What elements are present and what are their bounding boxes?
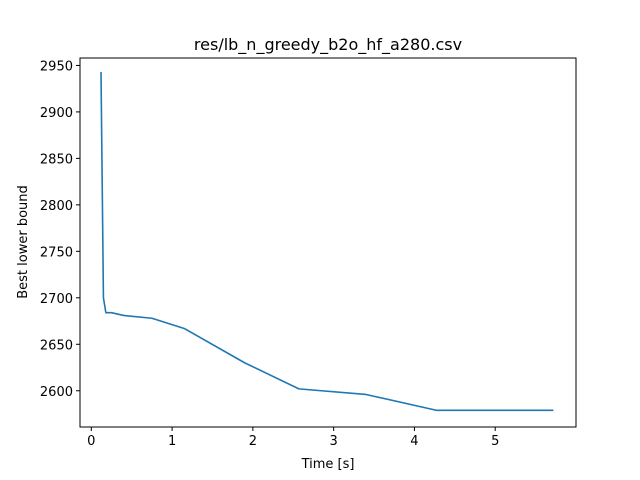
x-axis-label: Time [s] <box>301 457 355 472</box>
y-tick-label: 2700 <box>40 292 73 307</box>
y-tick-label: 2750 <box>40 245 73 260</box>
series-line <box>100 71 554 412</box>
chart-title: res/lb_n_greedy_b2o_hf_a280.csv <box>194 35 462 55</box>
y-tick-label: 2800 <box>40 199 73 214</box>
y-tick-label: 2950 <box>40 59 73 74</box>
x-tick-label: 4 <box>410 434 418 449</box>
y-tick-label: 2650 <box>40 338 73 353</box>
y-tick-label: 2850 <box>40 152 73 167</box>
x-tick-label: 2 <box>249 434 257 449</box>
x-tick-label: 1 <box>168 434 176 449</box>
x-axis: 0 1 2 3 4 5 <box>87 427 499 449</box>
y-axis: 2600 2650 2700 2750 2800 2850 2900 2950 <box>40 59 80 400</box>
axes-frame <box>79 57 577 428</box>
y-tick-label: 2900 <box>40 106 73 121</box>
x-tick-label: 5 <box>491 434 499 449</box>
y-axis-label: Best lower bound <box>16 185 31 299</box>
x-tick-label: 0 <box>87 434 95 449</box>
plot-area <box>100 71 554 412</box>
x-tick-label: 3 <box>330 434 338 449</box>
y-tick-label: 2600 <box>40 385 73 400</box>
